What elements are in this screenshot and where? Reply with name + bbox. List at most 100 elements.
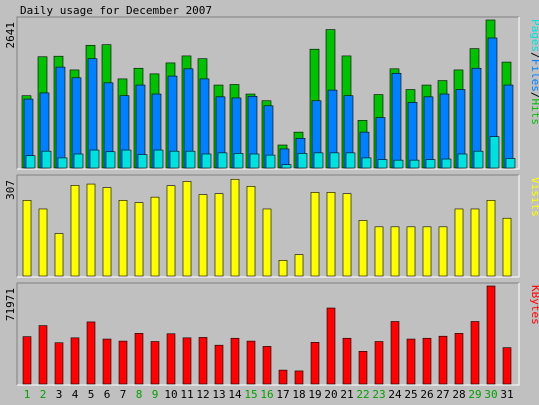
bar-kbytes-day-1: [22, 336, 32, 385]
bar-visits-day-7: [118, 200, 128, 277]
x-tick-label-day-18: 18: [292, 388, 305, 401]
bar-pages-day-24: [393, 159, 404, 169]
legend: Visits: [529, 177, 539, 217]
bar-visits-day-27: [438, 226, 448, 277]
bar-kbytes-day-19: [310, 342, 320, 385]
bar-kbytes-day-30: [486, 285, 496, 385]
bar-visits-day-5: [86, 183, 96, 277]
bar-kbytes-day-28: [454, 333, 464, 385]
bar-kbytes-day-12: [198, 337, 208, 385]
bar-kbytes-day-29: [470, 321, 480, 385]
bar-pages-day-1: [25, 155, 36, 169]
x-tick-label-day-9: 9: [152, 388, 159, 401]
bar-pages-day-8: [137, 154, 148, 169]
bar-pages-day-4: [73, 153, 84, 169]
bar-pages-day-9: [153, 149, 164, 169]
x-tick-label-day-2: 2: [40, 388, 47, 401]
bar-pages-day-7: [121, 149, 132, 169]
x-tick-label-day-10: 10: [164, 388, 177, 401]
bar-visits-day-3: [54, 233, 64, 277]
bar-kbytes-day-9: [150, 341, 160, 385]
bar-visits-day-11: [182, 181, 192, 277]
bar-kbytes-day-21: [342, 337, 352, 385]
x-tick-label-day-12: 12: [196, 388, 209, 401]
bar-pages-day-6: [105, 151, 116, 169]
bar-kbytes-day-22: [358, 351, 368, 385]
bar-visits-day-23: [374, 226, 384, 277]
x-tick-label-day-15: 15: [244, 388, 257, 401]
legend: KBytes: [529, 285, 539, 325]
x-tick-label-day-13: 13: [212, 388, 225, 401]
bar-visits-day-18: [294, 254, 304, 277]
bar-visits-day-4: [70, 185, 80, 277]
bar-pages-day-22: [361, 157, 372, 169]
bar-pages-day-20: [329, 152, 340, 169]
legend-entry-2: Files: [529, 59, 539, 92]
bar-pages-day-19: [313, 152, 324, 169]
bar-visits-day-13: [214, 193, 224, 277]
x-axis-labels: 1 2 3 4 5 6 7 8 9 10 11 12 13 14 15 16 17 18 19 20 21 22 23 24 2…: [24, 388, 514, 401]
bar-files-day-31: [503, 84, 514, 169]
max-value-label: 2641: [4, 22, 17, 49]
x-tick-label-day-17: 17: [276, 388, 289, 401]
legend-entry-4: Hits: [529, 99, 539, 126]
bar-kbytes-day-27: [438, 335, 448, 385]
bar-visits-day-17: [278, 260, 288, 277]
bar-pages-day-15: [249, 153, 260, 169]
bar-kbytes-day-20: [326, 307, 336, 385]
bar-pages-day-18: [297, 153, 308, 169]
x-tick-label-day-14: 14: [228, 388, 242, 401]
legend: Pages/Files/Hits: [529, 19, 539, 125]
bar-pages-day-5: [89, 149, 100, 169]
bar-pages-day-25: [409, 159, 420, 169]
x-tick-label-day-3: 3: [56, 388, 63, 401]
panel-edge-dark: [16, 174, 519, 277]
bar-pages-day-23: [377, 159, 388, 169]
panel-visits: 307 Visits: [4, 174, 539, 278]
bar-visits-day-8: [134, 202, 144, 277]
bar-visits-day-31: [502, 217, 512, 277]
bar-visits-day-12: [198, 194, 208, 277]
bar-visits-day-24: [390, 226, 400, 277]
bar-visits-day-21: [342, 193, 352, 277]
bar-visits-day-2: [38, 208, 48, 277]
x-tick-label-day-31: 31: [500, 388, 513, 401]
bar-visits-day-10: [166, 185, 176, 277]
panel-edge-light: [17, 175, 520, 278]
bar-kbytes-day-23: [374, 341, 384, 385]
x-tick-label-day-29: 29: [468, 388, 481, 401]
bar-visits-day-20: [326, 192, 336, 277]
legend-entry-0: Pages: [529, 19, 539, 52]
panel-hits-files-pages: 2641 Pages/Files/Hits: [4, 16, 539, 170]
bar-kbytes-day-25: [406, 338, 416, 385]
bar-visits-day-30: [486, 200, 496, 277]
legend-entry-0: Visits: [529, 177, 539, 217]
bar-visits-day-6: [102, 187, 112, 277]
x-tick-label-day-5: 5: [88, 388, 95, 401]
x-tick-label-day-27: 27: [436, 388, 449, 401]
bar-pages-day-31: [505, 158, 516, 169]
bar-kbytes-day-7: [118, 340, 128, 385]
bar-kbytes-day-26: [422, 337, 432, 385]
bar-kbytes-day-31: [502, 347, 512, 385]
max-value-label: 307: [4, 180, 17, 200]
bar-pages-day-26: [425, 159, 436, 169]
bar-pages-day-30: [489, 136, 500, 169]
bar-pages-day-29: [473, 150, 484, 169]
bar-kbytes-day-2: [38, 325, 48, 385]
x-tick-label-day-26: 26: [420, 388, 433, 401]
x-tick-label-day-22: 22: [356, 388, 369, 401]
bar-visits-day-25: [406, 226, 416, 277]
bar-kbytes-day-14: [230, 337, 240, 385]
bar-files-day-27: [439, 93, 450, 169]
bar-kbytes-day-13: [214, 344, 224, 385]
bar-kbytes-day-5: [86, 321, 96, 385]
bar-kbytes-day-16: [262, 346, 272, 385]
bar-kbytes-day-6: [102, 338, 112, 385]
bar-visits-day-1: [22, 200, 32, 277]
bar-kbytes-day-17: [278, 369, 288, 385]
x-tick-label-day-28: 28: [452, 388, 465, 401]
bar-pages-day-11: [185, 150, 196, 169]
